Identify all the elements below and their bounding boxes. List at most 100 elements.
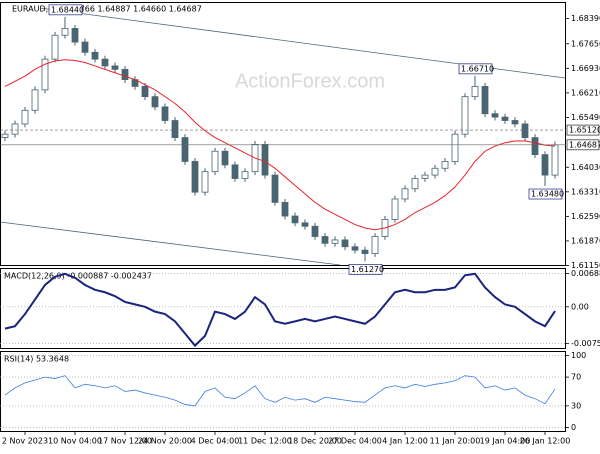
candle-body xyxy=(61,28,69,36)
candle-body xyxy=(541,154,549,176)
price-title: EURAUD,H4 1.64766 1.64887 1.64660 1.6468… xyxy=(12,5,202,14)
candle-body xyxy=(261,144,269,176)
price-level-label: 1.65120 xyxy=(569,126,600,135)
y-tick-label: 1.63310 xyxy=(571,187,600,196)
x-tick-label: 17 Nov 12:00 xyxy=(98,437,152,446)
annotation-box xyxy=(528,188,563,200)
candle-body xyxy=(361,249,369,254)
candle-body xyxy=(81,41,89,53)
annotation-label: 1.66710 xyxy=(461,64,494,73)
candle-body xyxy=(511,120,519,125)
candle-body xyxy=(461,96,469,135)
annotation-label: 1.68440 xyxy=(51,5,84,14)
moving-average xyxy=(4,59,556,231)
candle-body xyxy=(421,174,429,179)
y-tick-label: 0.006886 xyxy=(571,269,600,278)
candle-body xyxy=(31,89,39,111)
x-tick-label: 11 Jan 20:00 xyxy=(430,437,481,446)
macd-line xyxy=(4,272,556,348)
x-tick-label: 10 Nov 04:00 xyxy=(48,437,102,446)
candle-body xyxy=(221,150,229,166)
x-tick-label: 11 Dec 12:00 xyxy=(238,437,292,446)
y-tick-label: 0.00 xyxy=(571,302,589,311)
candle-body xyxy=(391,198,399,220)
annotation-label: 1.61270 xyxy=(351,265,384,274)
candle-body xyxy=(291,215,299,224)
annotation-box xyxy=(348,264,383,275)
candle-body xyxy=(91,51,99,60)
channel-lower xyxy=(0,221,341,266)
macd-panel xyxy=(0,268,566,349)
candle-body xyxy=(471,86,479,98)
candle-body xyxy=(101,58,109,67)
candle-body xyxy=(491,113,499,118)
candle-body xyxy=(231,164,239,179)
x-tick-label: 26 Jan 12:00 xyxy=(520,437,571,446)
y-tick-label: 0 xyxy=(571,423,576,432)
candle-body xyxy=(121,68,129,80)
x-tick-label: 27 Dec 04:00 xyxy=(328,437,382,446)
price-level-box xyxy=(566,124,600,136)
y-tick-label: 100 xyxy=(571,351,586,360)
candle-body xyxy=(481,86,489,115)
x-tick-label: 24 Nov 20:00 xyxy=(138,437,192,446)
candle-body xyxy=(71,28,79,43)
candle-body xyxy=(161,106,169,121)
candle-body xyxy=(451,133,459,162)
candle-body xyxy=(141,86,149,98)
candle-body xyxy=(51,34,59,60)
x-tick-label: 19 Jan 04:00 xyxy=(480,437,531,446)
candle-body xyxy=(401,188,409,200)
candle-body xyxy=(241,171,249,179)
y-tick-label: 1.61870 xyxy=(571,236,600,245)
candle-body xyxy=(531,137,539,156)
watermark: ActionForex.com xyxy=(235,70,385,92)
candle-body xyxy=(171,120,179,138)
y-tick-label: 1.65490 xyxy=(571,113,600,122)
candle-body xyxy=(311,225,319,237)
candle-body xyxy=(411,178,419,190)
y-tick-label: 30 xyxy=(571,401,581,410)
annotation-box xyxy=(48,4,83,16)
candle-body xyxy=(1,133,9,138)
candle-body xyxy=(371,236,379,254)
x-tick-label: 18 Dec 20:00 xyxy=(288,437,342,446)
candle-body xyxy=(521,123,529,138)
annotation-box xyxy=(458,63,493,75)
y-tick-label: 1.64030 xyxy=(571,163,600,172)
rsi-title: RSI(14) 53.3648 xyxy=(4,355,69,364)
annotation-label: 1.63480 xyxy=(531,190,564,199)
y-tick-label: 1.62590 xyxy=(571,212,600,221)
candle-body xyxy=(201,171,209,193)
price-level-label: 1.64687 xyxy=(569,140,600,149)
candle-body xyxy=(321,236,329,244)
price-level-box xyxy=(566,139,600,151)
candle-body xyxy=(301,222,309,227)
candle-body xyxy=(441,161,449,169)
candle-body xyxy=(11,123,19,135)
candle-body xyxy=(151,96,159,108)
price-panel xyxy=(0,2,566,266)
candle-body xyxy=(331,239,339,244)
y-tick-label: 1.66930 xyxy=(571,64,600,73)
y-tick-label: 1.66210 xyxy=(571,88,600,97)
candle-body xyxy=(111,65,119,70)
rsi-panel xyxy=(0,351,566,432)
macd-title: MACD(12,26,9) -0.000887 -0.002437 xyxy=(4,272,152,281)
candle-body xyxy=(351,246,359,251)
candle-body xyxy=(191,161,199,193)
candle-body xyxy=(431,167,439,176)
y-tick-label: 1.67650 xyxy=(571,39,600,48)
candle-body xyxy=(281,201,289,217)
y-tick-label: 1.68390 xyxy=(571,14,600,23)
candle-body xyxy=(211,150,219,173)
candle-body xyxy=(551,144,559,176)
x-tick-label: 4 Dec 04:00 xyxy=(191,437,240,446)
rsi-line xyxy=(4,375,556,407)
y-tick-label: 70 xyxy=(571,373,581,382)
x-tick-label: 4 Jan 12:00 xyxy=(382,437,428,446)
candle-body xyxy=(21,109,29,125)
